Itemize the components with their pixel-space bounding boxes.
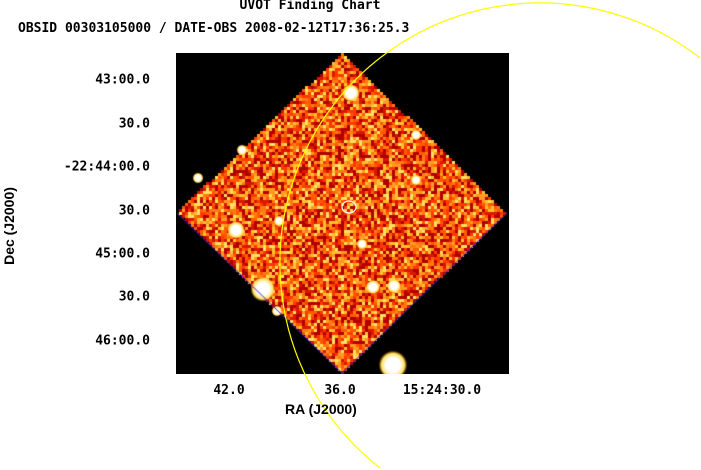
ra-tick-label: 15:24:30.0: [402, 383, 482, 398]
dec-tick-label: 46:00.0: [95, 333, 150, 349]
ra-tick-label: 42.0: [213, 383, 245, 398]
dec-tick-label: 30.0: [118, 203, 150, 219]
y-axis-label: Dec (J2000): [1, 187, 17, 265]
dec-tick-label: -22:44:00.0: [63, 159, 150, 175]
uvot-field-image: [176, 53, 509, 374]
finding-chart-image: [176, 53, 509, 374]
chart-title: UVOT Finding Chart: [239, 0, 381, 13]
x-axis-label: RA (J2000): [285, 401, 357, 417]
dec-tick-label: 30.0: [118, 289, 150, 305]
dec-tick-label: 45:00.0: [95, 246, 150, 262]
chart-subtitle: OBSID 00303105000 / DATE-OBS 2008-02-12T…: [18, 21, 410, 36]
dec-tick-label: 43:00.0: [95, 72, 150, 88]
dec-tick-label: 30.0: [118, 116, 150, 132]
ra-tick-label: 36.0: [324, 383, 356, 398]
